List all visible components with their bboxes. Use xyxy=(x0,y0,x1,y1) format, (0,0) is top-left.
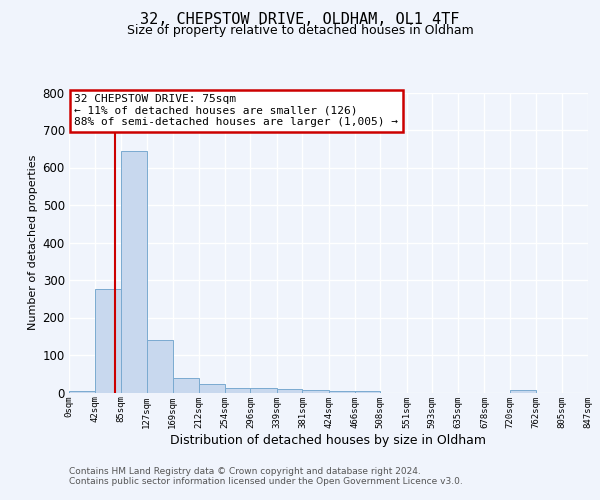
Bar xyxy=(199,384,224,392)
Bar xyxy=(510,390,536,392)
Bar xyxy=(329,390,355,392)
Bar xyxy=(69,390,95,392)
Bar xyxy=(277,389,302,392)
X-axis label: Distribution of detached houses by size in Oldham: Distribution of detached houses by size … xyxy=(170,434,487,448)
Y-axis label: Number of detached properties: Number of detached properties xyxy=(28,155,38,330)
Bar xyxy=(302,390,329,392)
Bar xyxy=(121,150,147,392)
Bar xyxy=(355,390,380,392)
Text: Size of property relative to detached houses in Oldham: Size of property relative to detached ho… xyxy=(127,24,473,37)
Bar xyxy=(250,388,277,392)
Bar xyxy=(224,388,250,392)
Bar xyxy=(147,340,173,392)
Bar xyxy=(173,378,199,392)
Text: 32, CHEPSTOW DRIVE, OLDHAM, OL1 4TF: 32, CHEPSTOW DRIVE, OLDHAM, OL1 4TF xyxy=(140,12,460,28)
Text: 32 CHEPSTOW DRIVE: 75sqm
← 11% of detached houses are smaller (126)
88% of semi-: 32 CHEPSTOW DRIVE: 75sqm ← 11% of detach… xyxy=(74,94,398,127)
Text: Contains public sector information licensed under the Open Government Licence v3: Contains public sector information licen… xyxy=(69,477,463,486)
Bar xyxy=(95,290,121,393)
Text: Contains HM Land Registry data © Crown copyright and database right 2024.: Contains HM Land Registry data © Crown c… xyxy=(69,467,421,476)
